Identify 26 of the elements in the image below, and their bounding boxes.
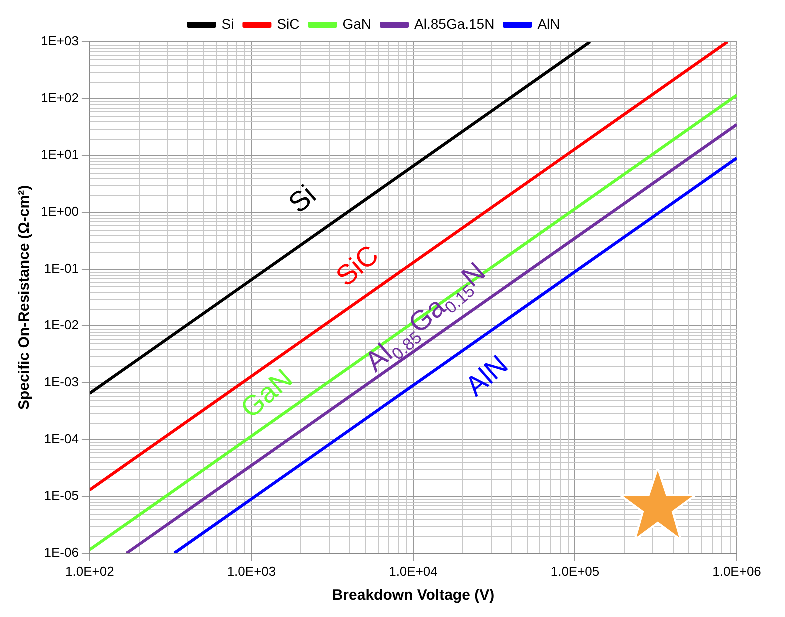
y-tick-label: 1E+01 bbox=[41, 147, 79, 162]
y-tick-label: 1E-03 bbox=[44, 374, 79, 390]
y-tick-label: 1E-04 bbox=[44, 431, 79, 446]
annotation: AlN bbox=[460, 349, 514, 402]
annotation: Si bbox=[282, 179, 322, 220]
x-tick-label: 1.0E+03 bbox=[227, 564, 276, 579]
x-tick-label: 1.0E+02 bbox=[66, 564, 114, 579]
y-tick-label: 1E+03 bbox=[41, 34, 79, 49]
y-tick-label: 1E-02 bbox=[44, 318, 79, 333]
y-tick-label: 1E-01 bbox=[44, 260, 79, 276]
y-tick-label: 1E+00 bbox=[41, 204, 79, 220]
legend-label: GaN bbox=[342, 16, 372, 32]
legend-label: SiC bbox=[277, 16, 300, 32]
y-tick-label: 1E-05 bbox=[44, 488, 79, 504]
x-tick-label: 1.0E+06 bbox=[712, 564, 762, 579]
y-tick-label: 1E-06 bbox=[44, 544, 79, 560]
y-tick-label: 1E+02 bbox=[41, 90, 79, 106]
annotation: GaN bbox=[234, 362, 299, 424]
legend-label: Al.85Ga.15N bbox=[414, 16, 495, 32]
annotation: SiC bbox=[330, 239, 384, 292]
x-axis-title: Breakdown Voltage (V) bbox=[332, 587, 495, 604]
x-tick-label: 1.0E+04 bbox=[389, 564, 438, 579]
legend-label: Si bbox=[222, 16, 234, 32]
legend-label: AlN bbox=[538, 16, 560, 32]
x-tick-label: 1.0E+05 bbox=[550, 564, 600, 579]
y-axis-title: Specific On-Resistance (Ω-cm²) bbox=[16, 185, 34, 410]
